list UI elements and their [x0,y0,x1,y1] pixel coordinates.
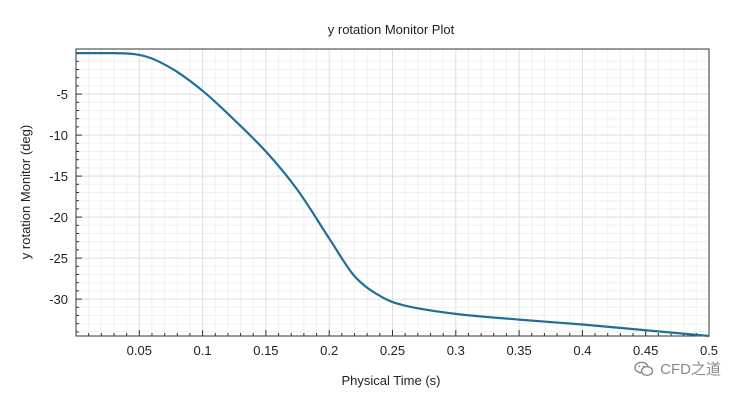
grid-major [76,49,710,336]
x-tick-label: 0.3 [447,343,465,358]
y-tick-labels: -5 -10 -15 -20 -25 -30 [49,87,68,307]
x-tick-label: 0.2 [320,343,338,358]
x-tick-label: 0.25 [380,343,405,358]
x-tick-label: 0.4 [573,343,591,358]
x-tick-label: 0.35 [506,343,531,358]
series-layer [75,51,710,338]
watermark-text: CFD之道 [660,361,721,378]
y-tick-label: -20 [49,210,68,225]
x-axis-label: Physical Time (s) [342,373,441,388]
y-tick-label: -10 [49,128,68,143]
x-tick-label: 0.05 [127,343,152,358]
x-tick-labels: 0.05 0.1 0.15 0.2 0.25 0.3 0.35 0.4 0.45 0.5 [127,343,718,358]
x-tick-label: 0.15 [253,343,278,358]
y-tick-label: -5 [56,87,68,102]
x-tick-label: 0.1 [194,343,212,358]
y-axis-label: y rotation Monitor (deg) [18,125,33,259]
y-tick-label: -15 [49,169,68,184]
x-tick-label: 0.5 [700,343,718,358]
wechat-icon [634,361,654,376]
watermark: CFD之道 [634,358,721,379]
chart-title: y rotation Monitor Plot [328,22,455,37]
series-line [75,51,710,338]
x-tick-label: 0.45 [633,343,658,358]
y-tick-label: -25 [49,251,68,266]
y-tick-label: -30 [49,292,68,307]
